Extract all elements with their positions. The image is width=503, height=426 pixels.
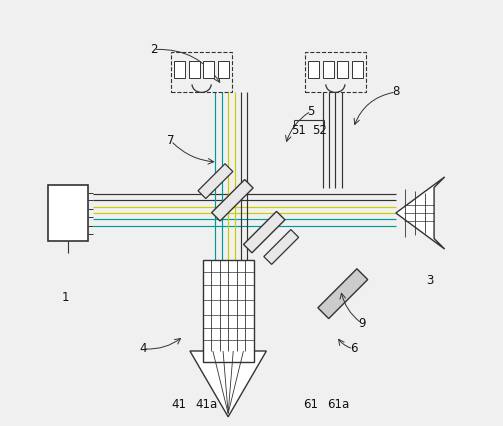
Bar [175,61,185,78]
Bar [308,61,319,78]
Polygon shape [243,211,285,253]
Text: 61: 61 [303,397,318,411]
Polygon shape [396,177,445,249]
Bar [337,61,348,78]
Bar [48,185,88,241]
Text: 5: 5 [307,105,315,118]
Text: 51: 51 [291,124,306,137]
Bar [322,61,333,78]
Text: 8: 8 [392,86,399,98]
Bar [218,61,229,78]
Text: 61a: 61a [327,397,350,411]
Polygon shape [190,351,267,417]
Polygon shape [264,230,299,265]
Text: 7: 7 [167,134,175,147]
Text: 41: 41 [172,397,187,411]
Bar [203,260,254,362]
Bar [203,61,214,78]
Text: 52: 52 [312,124,327,137]
Bar [305,52,366,92]
Bar [352,61,363,78]
Text: 3: 3 [426,274,434,288]
Polygon shape [198,164,233,199]
Text: 2: 2 [150,43,157,56]
Text: 41a: 41a [196,397,218,411]
Text: 4: 4 [139,343,147,355]
Polygon shape [318,269,368,319]
Text: 6: 6 [350,343,357,355]
Bar [171,52,232,92]
Text: 1: 1 [62,291,69,305]
Bar [189,61,200,78]
Text: 9: 9 [358,317,366,330]
Polygon shape [212,179,253,221]
